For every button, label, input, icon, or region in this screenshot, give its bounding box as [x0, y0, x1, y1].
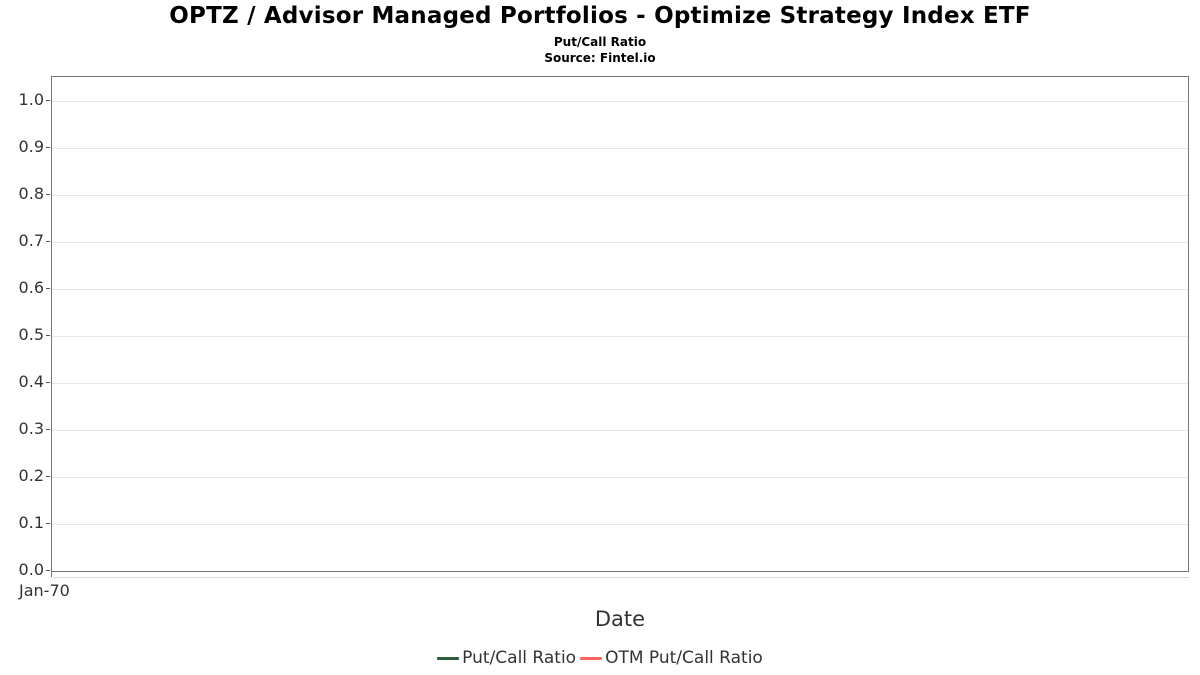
- y-tick-mark: [46, 287, 50, 289]
- plot-area: [51, 76, 1189, 572]
- y-tick-label: 0.3: [18, 419, 44, 438]
- legend-line-swatch: [437, 656, 460, 660]
- y-tick-label: 0.1: [18, 513, 44, 532]
- gridline-y-0.8: [52, 195, 1188, 196]
- gridline-y-0.6: [52, 289, 1188, 290]
- y-tick-label: 0.4: [18, 372, 44, 391]
- gridline-y-0.4: [52, 383, 1188, 384]
- y-tick-label: 0.8: [18, 184, 44, 203]
- gridline-y-1.0: [52, 101, 1188, 102]
- y-tick-mark: [46, 240, 50, 242]
- x-axis-subline: [53, 577, 1189, 578]
- gridline-y-0.3: [52, 430, 1188, 431]
- y-tick-mark: [46, 569, 50, 571]
- chart-title: OPTZ / Advisor Managed Portfolios - Opti…: [169, 3, 1031, 29]
- x-tick-mark: [51, 572, 52, 577]
- y-tick-label: 0.5: [18, 325, 44, 344]
- y-tick-mark: [46, 146, 50, 148]
- legend-label: Put/Call Ratio: [462, 648, 577, 668]
- y-tick-mark: [46, 334, 50, 336]
- x-tick-label: Jan-70: [19, 581, 70, 600]
- y-tick-label: 0.0: [18, 560, 44, 579]
- gridline-y-0.7: [52, 242, 1188, 243]
- legend-item: OTM Put/Call Ratio: [580, 648, 763, 668]
- y-tick-label: 0.7: [18, 231, 44, 250]
- y-tick-mark: [46, 381, 50, 383]
- chart-source: Source: Fintel.io: [544, 51, 656, 65]
- legend-line-swatch: [580, 656, 603, 660]
- y-tick-mark: [46, 428, 50, 430]
- y-tick-mark: [46, 193, 50, 195]
- y-tick-label: 1.0: [18, 90, 44, 109]
- y-tick-label: 0.2: [18, 466, 44, 485]
- x-axis-title: Date: [594, 607, 646, 631]
- y-tick-label: 0.6: [18, 278, 44, 297]
- gridline-y-0.5: [52, 336, 1188, 337]
- gridline-y-0.1: [52, 524, 1188, 525]
- gridline-y-0.9: [52, 148, 1188, 149]
- y-tick-mark: [46, 99, 50, 101]
- y-tick-mark: [46, 522, 50, 524]
- y-tick-label: 0.9: [18, 137, 44, 156]
- legend: Put/Call Ratio OTM Put/Call Ratio: [0, 648, 1200, 668]
- legend-item: Put/Call Ratio: [437, 648, 576, 668]
- legend-label: OTM Put/Call Ratio: [605, 648, 763, 668]
- gridline-y-0.2: [52, 477, 1188, 478]
- chart-subtitle: Put/Call Ratio: [553, 35, 647, 49]
- y-tick-mark: [46, 475, 50, 477]
